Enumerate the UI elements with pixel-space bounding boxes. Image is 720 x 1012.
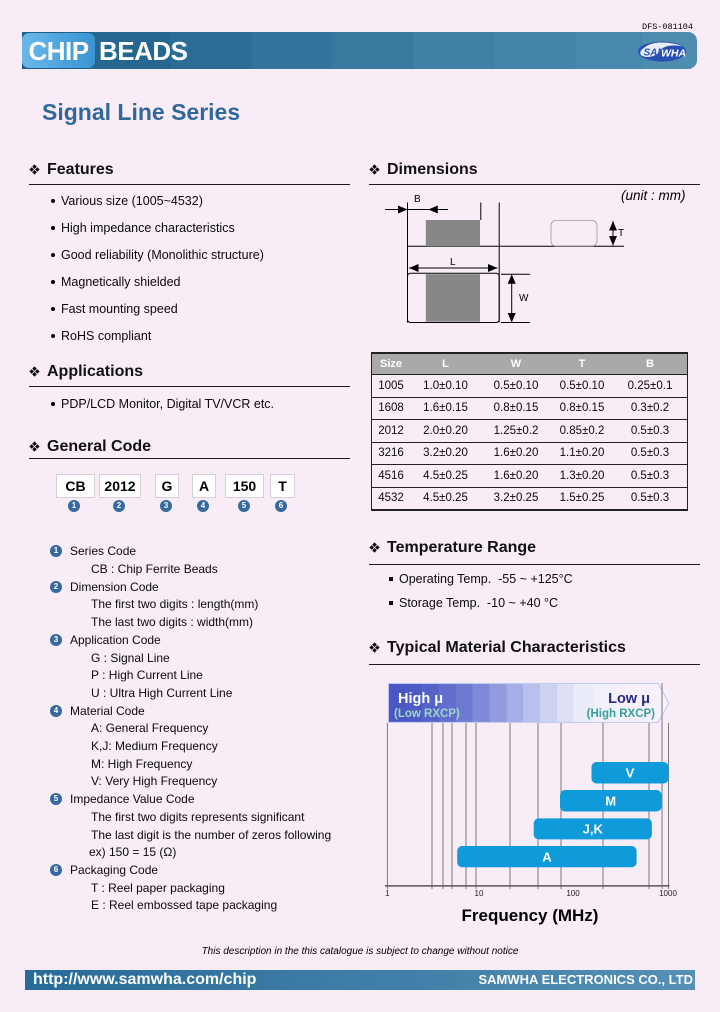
svg-text:High μ: High μ [398, 691, 443, 707]
svg-text:V: V [626, 766, 635, 781]
svg-text:10: 10 [475, 889, 484, 898]
svg-text:A: A [542, 850, 552, 865]
svg-text:WHA: WHA [661, 48, 686, 60]
svg-text:(High RXCP): (High RXCP) [587, 708, 656, 720]
svg-text:M: M [605, 794, 616, 809]
svg-text:1000: 1000 [659, 889, 677, 898]
svg-text:J,K: J,K [583, 822, 604, 837]
svg-text:100: 100 [566, 889, 580, 898]
svg-text:B: B [414, 194, 421, 205]
svg-text:T: T [618, 228, 624, 239]
svg-text:W: W [519, 293, 529, 304]
svg-text:SAM: SAM [644, 48, 667, 59]
svg-text:Low μ: Low μ [608, 691, 650, 707]
svg-text:1: 1 [385, 889, 390, 898]
svg-text:L: L [450, 257, 456, 268]
svg-text:(Low RXCP): (Low RXCP) [394, 708, 460, 720]
